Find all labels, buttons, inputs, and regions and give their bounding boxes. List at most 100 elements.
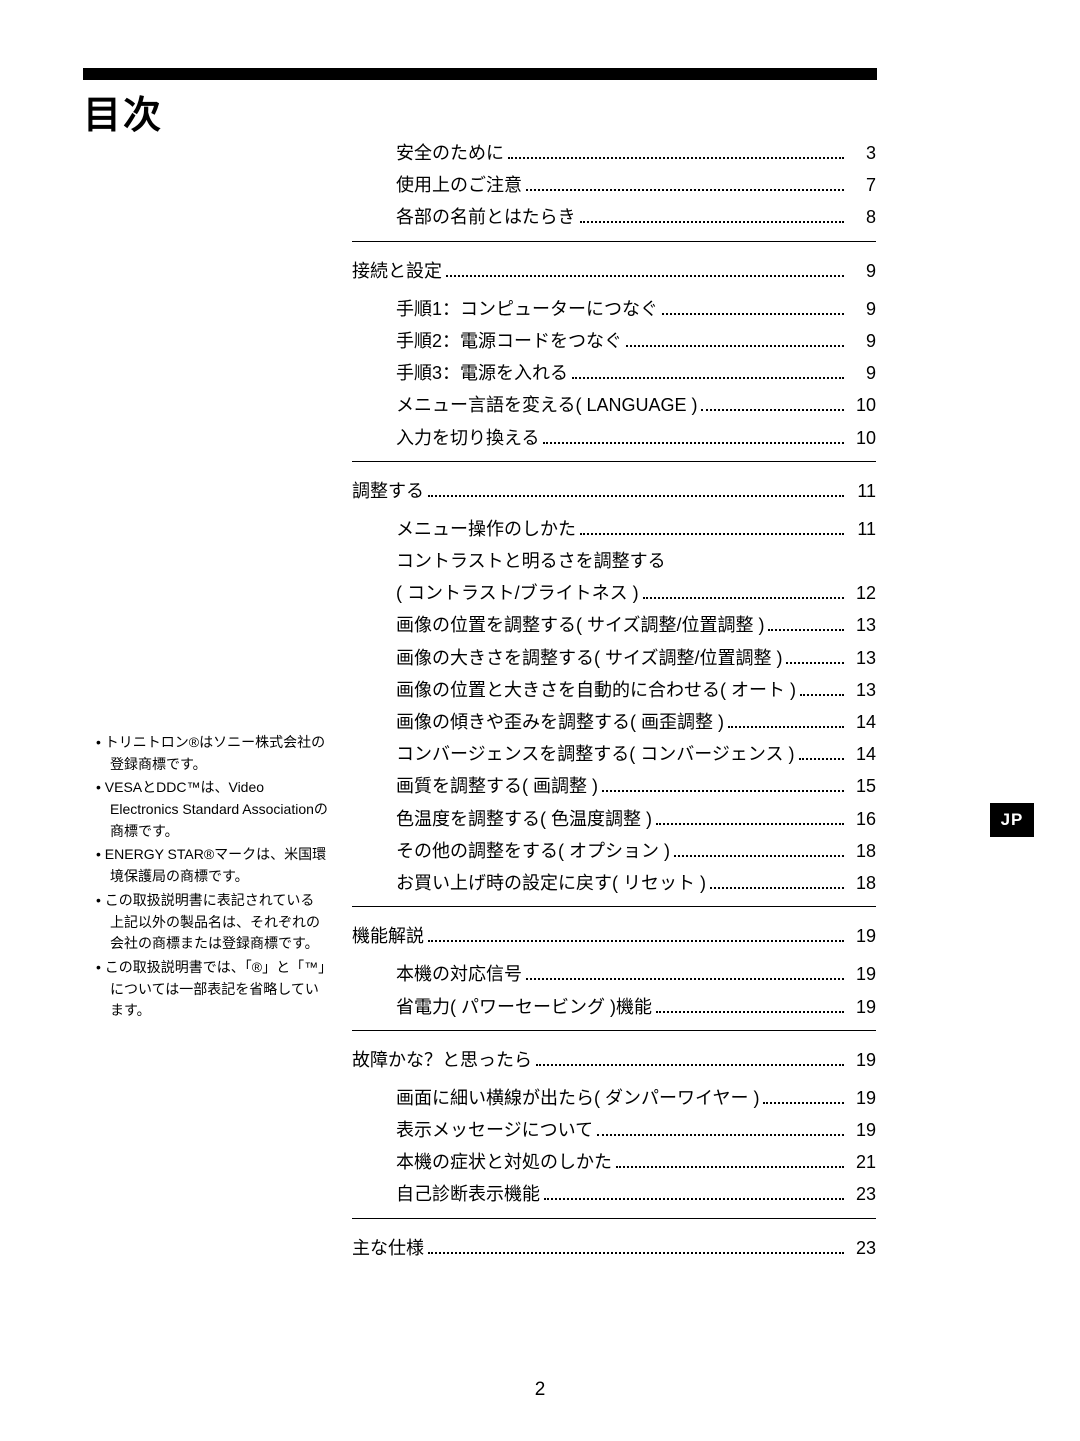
toc-item: 画質を調整する( 画調整 )15 xyxy=(352,774,876,799)
page-number: 2 xyxy=(0,1379,1080,1401)
toc-leader-dots xyxy=(763,1102,844,1104)
toc-page-number: 10 xyxy=(848,393,876,418)
page-title: 目次 xyxy=(83,84,163,139)
toc-page-number: 18 xyxy=(848,839,876,864)
table-of-contents: 安全のために3使用上のご注意7各部の名前とはたらき8 接続と設定9手順1：コンピ… xyxy=(352,134,876,1261)
toc-page-number: 11 xyxy=(848,479,876,504)
trademark-notes: トリニトロン®はソニー株式会社の登録商標です。VESAとDDC™は、Video … xyxy=(96,732,328,1024)
toc-page-number: 23 xyxy=(848,1182,876,1207)
toc-leader-dots xyxy=(526,978,844,980)
toc-heading: 故障かな？と思ったら 19 xyxy=(352,1048,876,1073)
toc-top-group: 安全のために3 使用上のご注意7 各部の名前とはたらき8 xyxy=(352,141,876,231)
toc-label: 機能解説 xyxy=(352,924,424,949)
toc-leader-dots xyxy=(799,758,844,760)
toc-page-number: 9 xyxy=(848,297,876,322)
toc-leader-dots xyxy=(643,597,844,599)
toc-sub-block: メニュー操作のしかた11コントラストと明るさを調整する( コントラスト/ブライト… xyxy=(352,517,876,896)
toc-label: 表示メッセージについて xyxy=(396,1118,593,1143)
toc-leader-dots xyxy=(580,221,844,223)
toc-label: お買い上げ時の設定に戻す( リセット ) xyxy=(396,871,706,896)
toc-sub-block: 手順1：コンピューターにつなぐ9手順2：電源コードをつなぐ9手順3：電源を入れる… xyxy=(352,297,876,451)
toc-section: 接続と設定9手順1：コンピューターにつなぐ9手順2：電源コードをつなぐ9手順3：… xyxy=(352,241,876,451)
toc-page-number: 14 xyxy=(848,742,876,767)
toc-leader-dots xyxy=(786,662,844,664)
toc-leader-dots xyxy=(710,887,844,889)
toc-page-number: 9 xyxy=(848,361,876,386)
toc-label: 接続と設定 xyxy=(352,259,442,284)
toc-page-number: 18 xyxy=(848,871,876,896)
toc-item: 手順1：コンピューターにつなぐ 9 xyxy=(352,297,876,322)
toc-leader-dots xyxy=(580,533,844,535)
toc-page-number: 9 xyxy=(848,329,876,354)
toc-item: 画像の大きさを調整する( サイズ調整/位置調整 )13 xyxy=(352,646,876,671)
toc-section: 調整する 11 メニュー操作のしかた11コントラストと明るさを調整する( コントラス… xyxy=(352,461,876,896)
toc-item: 画像の傾きや歪みを調整する( 画歪調整 )14 xyxy=(352,710,876,735)
toc-heading: 調整する 11 xyxy=(352,479,876,504)
toc-label: 入力を切り換える xyxy=(396,426,539,451)
toc-label: その他の調整をする( オプション ) xyxy=(396,839,670,864)
toc-item: 本機の症状と対処のしかた 21 xyxy=(352,1150,876,1175)
toc-page-number: 13 xyxy=(848,613,876,638)
toc-item: メニュー言語を変える( LANGUAGE ) 10 xyxy=(352,393,876,418)
toc-label: 各部の名前とはたらき xyxy=(396,205,576,230)
toc-leader-dots xyxy=(728,726,844,728)
toc-label: 省電力( パワーセービング )機能 xyxy=(396,995,652,1020)
toc-leader-dots xyxy=(597,1134,844,1136)
toc-page-number: 9 xyxy=(848,259,876,284)
toc-leader-dots xyxy=(602,790,844,792)
toc-label: 調整する xyxy=(352,479,424,504)
footnote-item: この取扱説明書では、「®」と「™」については一部表記を省略しています。 xyxy=(96,957,328,1022)
toc-label: コンバージェンスを調整する( コンバージェンス ) xyxy=(396,742,795,767)
toc-leader-dots xyxy=(674,855,844,857)
toc-page-number: 13 xyxy=(848,678,876,703)
toc-label: メニュー言語を変える( LANGUAGE ) xyxy=(396,393,697,418)
toc-label: 自己診断表示機能 xyxy=(396,1182,540,1207)
toc-label: 本機の症状と対処のしかた xyxy=(396,1150,612,1175)
toc-item: 表示メッセージについて 19 xyxy=(352,1118,876,1143)
toc-label: 色温度を調整する( 色温度調整 ) xyxy=(396,807,652,832)
toc-page-number: 19 xyxy=(848,1048,876,1073)
toc-leader-dots xyxy=(662,313,844,315)
toc-item: 入力を切り換える10 xyxy=(352,426,876,451)
toc-label: コントラストと明るさを調整する xyxy=(396,549,666,574)
toc-item: 手順3：電源を入れる9 xyxy=(352,361,876,386)
toc-item: 各部の名前とはたらき8 xyxy=(352,205,876,230)
toc-page-number: 13 xyxy=(848,646,876,671)
footnote-item: トリニトロン®はソニー株式会社の登録商標です。 xyxy=(96,732,328,775)
header-bar xyxy=(83,68,877,80)
toc-label: 画質を調整する( 画調整 ) xyxy=(396,774,598,799)
toc-leader-dots xyxy=(656,1011,844,1013)
toc-section: 故障かな？と思ったら19画面に細い横線が出たら( ダンパーワイヤー )19表示メ… xyxy=(352,1030,876,1208)
toc-leader-dots xyxy=(446,275,844,277)
toc-page-number: 7 xyxy=(848,173,876,198)
toc-item: ( コントラスト/ブライトネス )12 xyxy=(352,581,876,606)
toc-leader-dots xyxy=(508,157,844,159)
toc-leader-dots xyxy=(544,1198,844,1200)
toc-label: 画面に細い横線が出たら( ダンパーワイヤー ) xyxy=(396,1086,759,1111)
toc-label: 故障かな？と思ったら xyxy=(352,1048,532,1073)
toc-heading: 主な仕様23 xyxy=(352,1236,876,1261)
toc-item: 使用上のご注意7 xyxy=(352,173,876,198)
toc-section: 機能解説19本機の対応信号19省電力( パワーセービング )機能19 xyxy=(352,906,876,1020)
toc-item: お買い上げ時の設定に戻す( リセット ) 18 xyxy=(352,871,876,896)
toc-item: 安全のために3 xyxy=(352,141,876,166)
toc-page-number: 3 xyxy=(848,141,876,166)
toc-page-number: 21 xyxy=(848,1150,876,1175)
toc-leader-dots xyxy=(428,495,844,497)
toc-label: 画像の位置と大きさを自動的に合わせる( オート ) xyxy=(396,678,796,703)
toc-label: 画像の位置を調整する( サイズ調整/位置調整 ) xyxy=(396,613,764,638)
toc-item: 自己診断表示機能 23 xyxy=(352,1182,876,1207)
toc-item: 画像の位置を調整する( サイズ調整/位置調整 ) 13 xyxy=(352,613,876,638)
toc-leader-dots xyxy=(656,823,844,825)
toc-item: 画像の位置と大きさを自動的に合わせる( オート ) 13 xyxy=(352,678,876,703)
toc-item: 画面に細い横線が出たら( ダンパーワイヤー )19 xyxy=(352,1086,876,1111)
toc-section: 主な仕様23 xyxy=(352,1218,876,1261)
toc-item: コントラストと明るさを調整する xyxy=(352,549,876,574)
toc-page-number: 19 xyxy=(848,995,876,1020)
toc-leader-dots xyxy=(768,629,844,631)
toc-page-number: 12 xyxy=(848,581,876,606)
toc-leader-dots xyxy=(572,377,844,379)
toc-label: 手順1：コンピューターにつなぐ xyxy=(396,297,658,322)
toc-leader-dots xyxy=(428,1252,844,1254)
toc-page-number: 19 xyxy=(848,1118,876,1143)
